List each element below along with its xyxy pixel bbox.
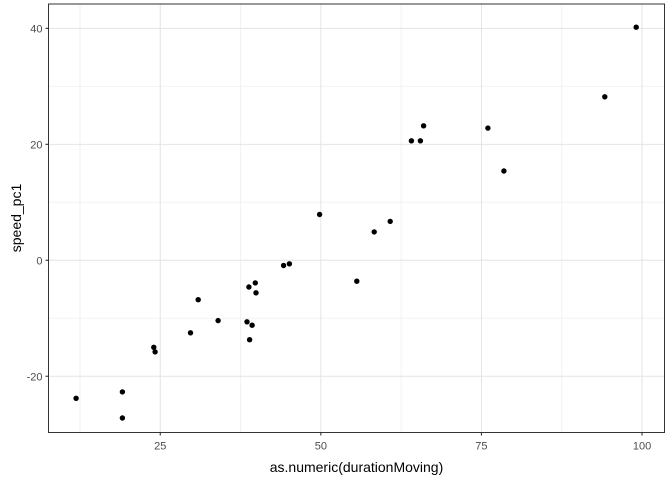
data-point bbox=[151, 344, 157, 350]
data-point bbox=[371, 229, 377, 235]
data-point bbox=[253, 290, 259, 296]
data-point bbox=[602, 94, 608, 100]
data-point bbox=[280, 262, 287, 269]
data-point bbox=[244, 319, 250, 325]
y-tick-label: 0 bbox=[36, 255, 42, 267]
data-point bbox=[286, 261, 293, 267]
x-tick-label: 50 bbox=[315, 441, 327, 453]
data-point bbox=[408, 138, 415, 144]
data-point bbox=[252, 280, 258, 286]
panel-border bbox=[48, 3, 665, 433]
y-axis-title: speed_pc1 bbox=[8, 183, 24, 253]
data-point bbox=[119, 389, 126, 395]
data-point bbox=[119, 415, 126, 421]
data-point bbox=[501, 168, 507, 174]
y-tick-label: 20 bbox=[30, 139, 42, 151]
x-tick-label: 75 bbox=[475, 441, 487, 453]
data-point bbox=[152, 349, 158, 355]
y-tick-label: 40 bbox=[30, 23, 42, 35]
data-point bbox=[417, 138, 424, 144]
data-point bbox=[420, 123, 427, 129]
data-point bbox=[246, 337, 253, 343]
x-tick-label: 25 bbox=[154, 441, 166, 453]
data-point bbox=[387, 218, 393, 225]
data-point bbox=[633, 24, 639, 30]
data-point bbox=[246, 284, 252, 290]
x-tick-label: 100 bbox=[633, 441, 651, 453]
panel-background bbox=[48, 4, 665, 433]
x-axis-title: as.numeric(durationMoving) bbox=[269, 459, 444, 475]
data-point bbox=[249, 322, 255, 328]
y-tick-label: -20 bbox=[27, 371, 43, 383]
data-point bbox=[354, 278, 360, 284]
data-point bbox=[316, 211, 323, 218]
data-point bbox=[215, 317, 221, 324]
data-point bbox=[73, 395, 79, 401]
data-point bbox=[485, 125, 491, 131]
data-point bbox=[187, 330, 194, 336]
data-point bbox=[195, 297, 201, 303]
